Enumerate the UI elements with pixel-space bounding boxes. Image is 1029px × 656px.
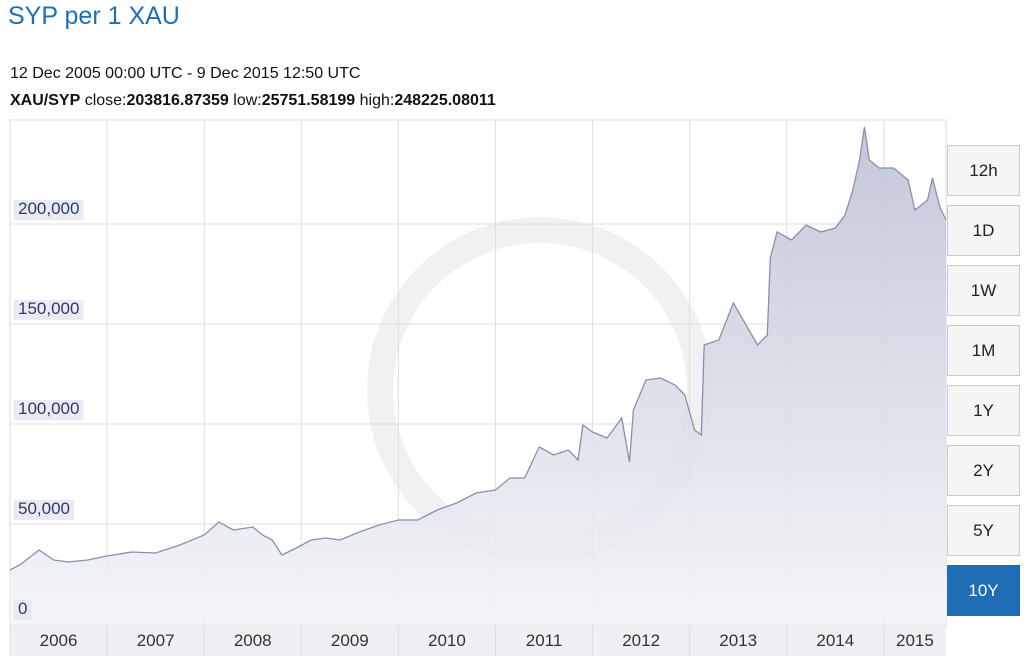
stats: XAU/SYP close:203816.87359 low:25751.581…	[10, 92, 496, 110]
range-button[interactable]: 12h	[947, 145, 1020, 196]
range-button[interactable]: 1D	[947, 205, 1020, 256]
range-button[interactable]: 5Y	[947, 505, 1020, 556]
x-tick-label: 2013	[719, 631, 757, 650]
range-button[interactable]: 2Y	[947, 445, 1020, 496]
range-button[interactable]: 10Y	[947, 565, 1020, 616]
pair: XAU/SYP	[10, 92, 81, 109]
y-tick-label: 100,000	[18, 399, 79, 418]
x-tick-label: 2006	[40, 631, 78, 650]
close: 203816.87359	[126, 92, 229, 109]
y-tick-label: 50,000	[18, 499, 70, 518]
y-tick-label: 0	[18, 599, 27, 618]
title: SYP per 1 XAU	[8, 2, 180, 30]
y-tick-label: 200,000	[18, 199, 79, 218]
y-tick-label-bg	[14, 300, 84, 320]
x-tick-label: 2015	[896, 631, 934, 650]
x-tick-label: 2010	[428, 631, 466, 650]
y-tick-label-bg	[14, 400, 84, 420]
x-tick-label: 2009	[331, 631, 369, 650]
low-label: low:	[233, 92, 262, 109]
y-tick-label-bg	[14, 200, 84, 220]
date-range: 12 Dec 2005 00:00 UTC - 9 Dec 2015 12:50…	[10, 65, 361, 82]
line	[9, 126, 947, 571]
range-button[interactable]: 1Y	[947, 385, 1020, 436]
area	[10, 127, 946, 624]
y-tick-label: 150,000	[18, 299, 79, 318]
y-tick-label-bg	[14, 600, 32, 620]
x-tick-label: 2012	[622, 631, 660, 650]
close-label: close:	[84, 92, 127, 109]
x-tick-label: 2014	[816, 631, 854, 650]
range-button[interactable]: 1W	[947, 265, 1020, 316]
range-button[interactable]: 1M	[947, 325, 1020, 376]
low: 25751.58199	[261, 92, 356, 109]
x-tick-label: 2008	[234, 631, 272, 650]
y-tick-label-bg	[14, 500, 74, 520]
x-tick-label: 2011	[526, 631, 563, 650]
x-axis-band	[10, 626, 946, 656]
high-label: high:	[359, 92, 395, 109]
x-tick-label: 2007	[137, 631, 175, 650]
high: 248225.08011	[394, 92, 496, 109]
